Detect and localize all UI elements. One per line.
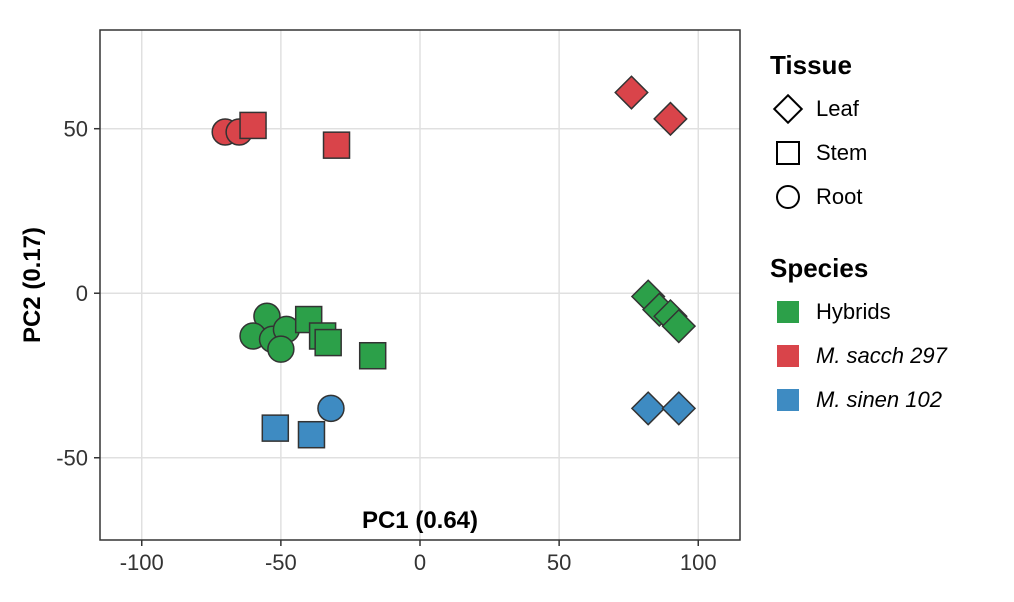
svg-text:0: 0 — [414, 550, 426, 575]
legend-species-label: M. sinen 102 — [816, 387, 942, 413]
legend-tissue-label: Root — [816, 184, 862, 210]
chart-wrap: -100 -50 0 50 100 -50 0 50 PC1 (0.64) PC2 (0.17) — [0, 0, 760, 602]
legend-tissue-list: Leaf Stem Root — [770, 91, 1014, 215]
legend-wrap: Tissue Leaf Stem Root Species Hybrids M. sa… — [760, 0, 1014, 602]
svg-text:0: 0 — [76, 281, 88, 306]
color-swatch-icon — [770, 338, 806, 374]
container: -100-50050100-50050PC1 (0.64)PC2 (0.17) … — [0, 0, 1014, 602]
color-swatch-icon — [770, 382, 806, 418]
legend-tissue-item: Leaf — [770, 91, 1014, 127]
legend-tissue-title: Tissue — [770, 50, 1014, 81]
legend-tissue-item: Root — [770, 179, 1014, 215]
svg-text:-50: -50 — [265, 550, 297, 575]
circle-icon — [770, 179, 806, 215]
legend-tissue-label: Stem — [816, 140, 867, 166]
svg-text:50: 50 — [547, 550, 571, 575]
legend-spacer — [770, 223, 1014, 253]
svg-text:-50: -50 — [56, 446, 88, 471]
legend-species-title: Species — [770, 253, 1014, 284]
svg-text:PC1 (0.64): PC1 (0.64) — [362, 507, 478, 534]
svg-text:100: 100 — [680, 550, 717, 575]
svg-text:PC2 (0.17): PC2 (0.17) — [19, 227, 46, 343]
color-swatch-icon — [770, 294, 806, 330]
legend-species-label: Hybrids — [816, 299, 891, 325]
svg-text:50: 50 — [64, 117, 88, 142]
square-icon — [770, 135, 806, 171]
legend-species-item: M. sinen 102 — [770, 382, 1014, 418]
pca-scatter-chart: -100 -50 0 50 100 -50 0 50 PC1 (0.64) PC2 (0.17) — [0, 0, 760, 602]
legend-species-list: Hybrids M. sacch 297 M. sinen 102 — [770, 294, 1014, 418]
legend-species-label: M. sacch 297 — [816, 343, 947, 369]
legend-species-item: M. sacch 297 — [770, 338, 1014, 374]
diamond-icon — [770, 91, 806, 127]
svg-text:-100: -100 — [120, 550, 164, 575]
legend-tissue-label: Leaf — [816, 96, 859, 122]
legend-tissue-item: Stem — [770, 135, 1014, 171]
legend-species-item: Hybrids — [770, 294, 1014, 330]
